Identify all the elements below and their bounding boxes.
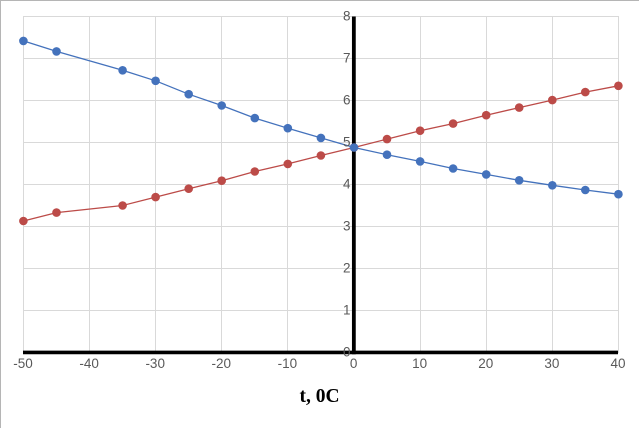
svg-text:1: 1 [343,302,351,317]
svg-text:-50: -50 [13,356,33,371]
svg-text:0: 0 [350,356,358,371]
svg-text:-40: -40 [79,356,99,371]
svg-text:40: 40 [610,356,625,371]
svg-text:10: 10 [412,356,427,371]
svg-text:5: 5 [343,134,351,149]
svg-text:-30: -30 [145,356,165,371]
svg-text:2: 2 [343,260,351,275]
svg-text:20: 20 [478,356,493,371]
svg-text:-20: -20 [212,356,232,371]
svg-text:30: 30 [544,356,559,371]
svg-text:7: 7 [343,50,351,65]
svg-text:3: 3 [343,218,351,233]
svg-text:6: 6 [343,92,351,107]
svg-text:-10: -10 [278,356,298,371]
svg-text:4: 4 [343,176,351,191]
svg-text:0: 0 [343,344,351,359]
svg-text:8: 8 [343,8,351,23]
svg-text:t, 0C: t, 0C [299,386,339,407]
